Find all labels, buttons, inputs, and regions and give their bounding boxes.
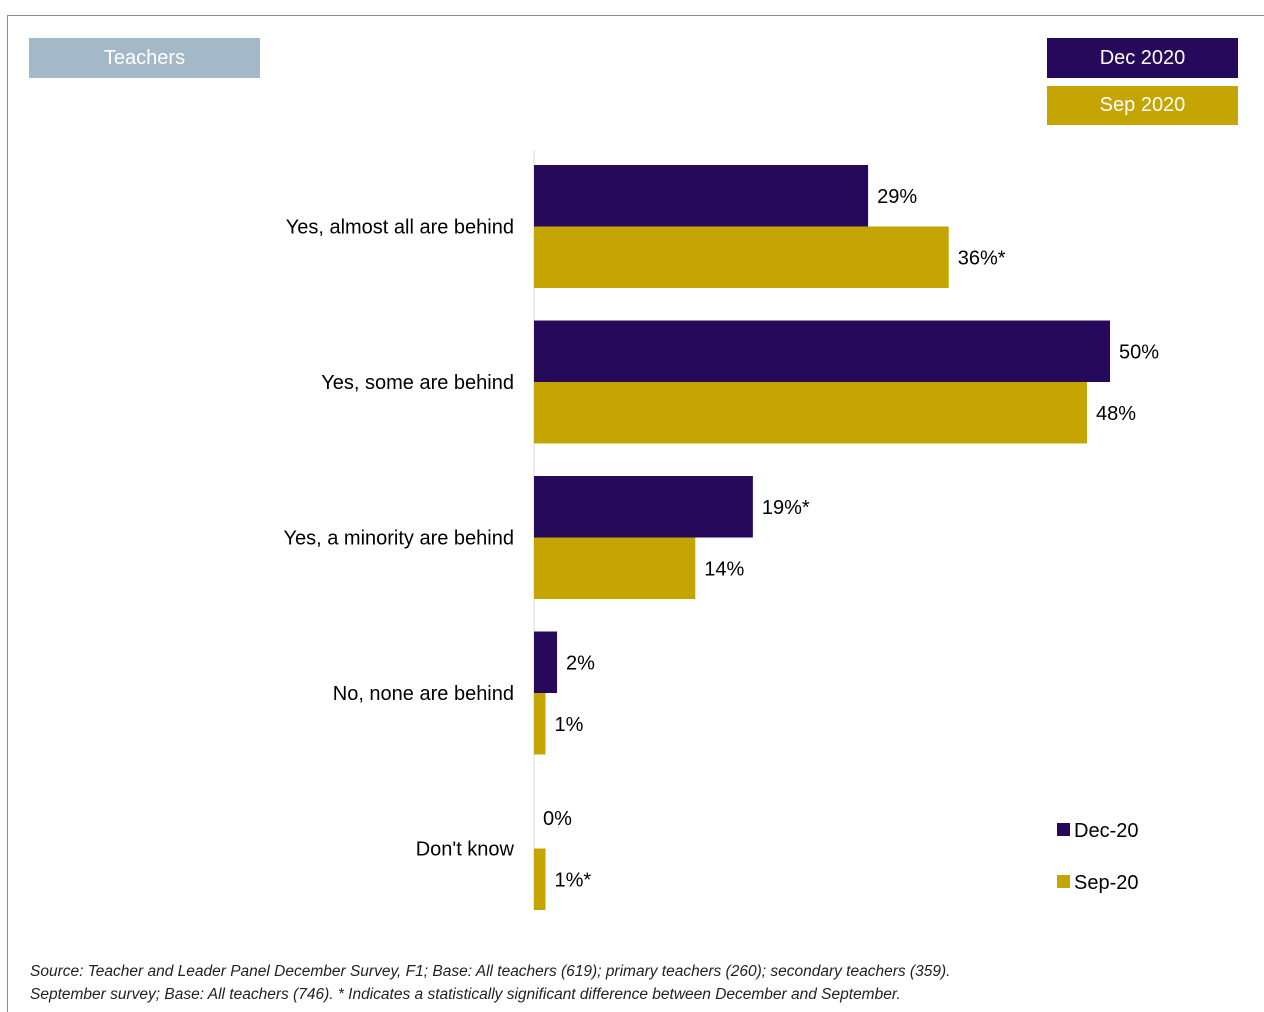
category-label-yes-a-minority-are-behind: Yes, a minority are behind [283, 528, 514, 550]
legend-entry-dec-20: Dec-20 [1074, 820, 1138, 842]
footnote: Source: Teacher and Leader Panel Decembe… [30, 960, 1250, 1006]
data-label-sep-20-yes-almost-all-are-behind: 36%* [958, 247, 1006, 269]
footnote-line-2: September survey; Base: All teachers (74… [30, 986, 901, 1003]
bar-dec-20-yes-almost-all-are-behind [534, 165, 869, 227]
legend-box-dec-2020: Dec 2020 [1047, 38, 1238, 78]
bar-sep-20-no-none-are-behind [534, 693, 546, 755]
bar-sep-20-don-t-know [534, 848, 546, 910]
bar-sep-20-yes-some-are-behind [534, 382, 1087, 444]
legend-box-sep-2020: Sep 2020 [1047, 86, 1238, 125]
category-label-no-none-are-behind: No, none are behind [333, 683, 514, 705]
bar-dec-20-yes-some-are-behind [534, 320, 1110, 382]
bar-dec-20-no-none-are-behind [534, 631, 558, 693]
chart-frame [7, 15, 1264, 1012]
category-label-yes-almost-all-are-behind: Yes, almost all are behind [286, 217, 514, 239]
data-label-sep-20-yes-a-minority-are-behind: 14% [704, 558, 744, 580]
data-label-sep-20-no-none-are-behind: 1% [555, 714, 584, 736]
footnote-line-1: Source: Teacher and Leader Panel Decembe… [30, 963, 951, 980]
bar-dec-20-yes-a-minority-are-behind [534, 476, 753, 538]
data-label-dec-20-no-none-are-behind: 2% [566, 652, 595, 674]
data-label-sep-20-yes-some-are-behind: 48% [1096, 403, 1136, 425]
legend-entry-sep-20: Sep-20 [1074, 872, 1139, 894]
data-label-dec-20-yes-almost-all-are-behind: 29% [877, 186, 917, 208]
bar-sep-20-yes-a-minority-are-behind [534, 537, 696, 599]
data-label-dec-20-yes-some-are-behind: 50% [1119, 341, 1159, 363]
data-label-dec-20-yes-a-minority-are-behind: 19%* [762, 497, 810, 519]
bar-sep-20-yes-almost-all-are-behind [534, 226, 949, 288]
audience-badge: Teachers [29, 38, 260, 78]
category-label-don-t-know: Don't know [416, 839, 515, 861]
data-label-dec-20-don-t-know: 0% [543, 808, 572, 830]
data-label-sep-20-don-t-know: 1%* [555, 869, 592, 891]
legend-swatch-dec-20 [1057, 823, 1070, 836]
category-label-yes-some-are-behind: Yes, some are behind [321, 372, 514, 394]
legend-swatch-sep-20 [1057, 875, 1070, 888]
